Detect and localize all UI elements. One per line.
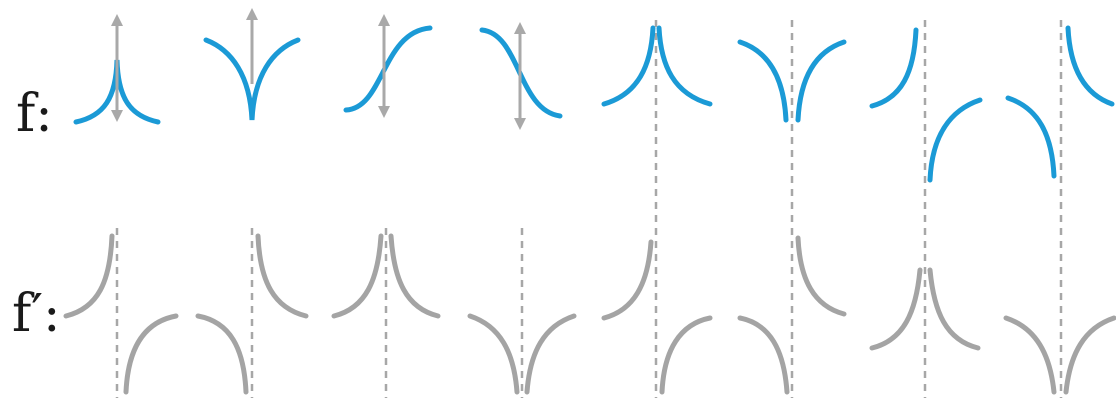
f-prime-branch-pair: [467, 313, 577, 395]
f-prime-curve: [63, 233, 115, 319]
f-prime-branch-pair: [737, 235, 847, 395]
f-prime-curve: [927, 267, 981, 351]
f-prime-curve: [659, 315, 713, 395]
f-curve: [737, 39, 789, 123]
f-prime-branch-pair: [601, 239, 713, 395]
f-cusp-up: [73, 13, 161, 125]
f-prime-branch-pair: [331, 233, 441, 319]
f-prime-curve: [1063, 315, 1116, 395]
f-jump-down: [869, 27, 983, 183]
f-prime-curve: [255, 233, 309, 319]
f-curves: [73, 7, 1115, 183]
f-prime-curve: [123, 313, 179, 395]
f-prime-row-label: f′:: [12, 284, 61, 344]
f-curve: [656, 25, 713, 107]
f-prime-curve: [467, 313, 520, 395]
f-curve: [601, 25, 656, 107]
f-curve: [869, 27, 919, 109]
f-curve: [927, 97, 983, 183]
f-sharp-valley: [737, 39, 847, 123]
f-jump-up: [1005, 25, 1115, 179]
f-curve: [343, 25, 433, 113]
f-prime-branch-pair: [63, 233, 179, 395]
f-prime-branch-pair: [195, 233, 309, 395]
f-prime-curves: [63, 233, 1116, 395]
f-prime-curve: [601, 239, 654, 321]
f-prime-branch-pair: [1003, 315, 1116, 395]
f-prime-curve: [388, 233, 441, 319]
f-prime-curve: [1003, 315, 1057, 395]
f-prime-curve: [737, 315, 790, 395]
f-row-label: f:: [16, 84, 53, 144]
f-curve: [1065, 25, 1115, 107]
f-sharp-peak: [601, 25, 713, 107]
f-prime-curve: [524, 313, 577, 395]
f-vertical-tangent-falling: [479, 22, 563, 130]
f-prime-curve: [195, 313, 249, 395]
f-prime-curve: [795, 235, 847, 317]
f-prime-branch-pair: [869, 267, 981, 351]
f-curve: [1005, 95, 1057, 179]
f-prime-curve: [331, 233, 384, 319]
reference-lines: [115, 20, 1063, 398]
f-cusp-down: [203, 7, 301, 121]
f-vertical-tangent-rising: [343, 13, 433, 118]
f-curve: [203, 37, 301, 121]
f-curve: [795, 39, 847, 123]
f-prime-curve: [869, 267, 923, 351]
